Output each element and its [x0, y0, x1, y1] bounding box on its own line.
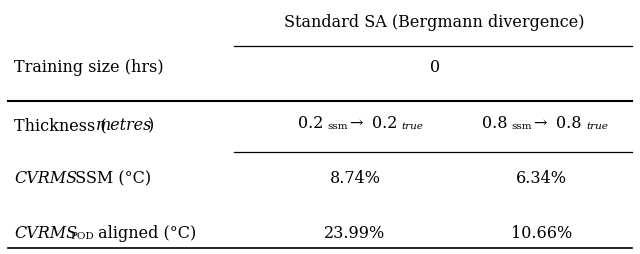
Text: ): )	[148, 117, 154, 134]
Text: Standard SA (Bergmann divergence): Standard SA (Bergmann divergence)	[284, 14, 585, 31]
Text: 0.2: 0.2	[298, 115, 323, 131]
Text: 10.66%: 10.66%	[511, 224, 572, 241]
Text: 8.74%: 8.74%	[330, 170, 381, 187]
Text: aligned (°C): aligned (°C)	[93, 224, 196, 241]
Text: →: →	[349, 115, 362, 131]
Text: true: true	[401, 122, 424, 131]
Text: POD: POD	[70, 231, 94, 240]
Text: Thickness (: Thickness (	[14, 117, 107, 134]
Text: 0: 0	[429, 59, 440, 76]
Text: ssm: ssm	[327, 122, 348, 131]
Text: SSM (°C): SSM (°C)	[70, 170, 151, 187]
Text: 0.2: 0.2	[372, 115, 397, 131]
Text: Training size (hrs): Training size (hrs)	[14, 59, 164, 76]
Text: CVRMS: CVRMS	[14, 224, 77, 241]
Text: 0.8: 0.8	[483, 115, 508, 131]
Text: true: true	[586, 122, 608, 131]
Text: 23.99%: 23.99%	[324, 224, 386, 241]
Text: ssm: ssm	[512, 122, 532, 131]
Text: 0.8: 0.8	[556, 115, 582, 131]
Text: CVRMS: CVRMS	[14, 170, 77, 187]
Text: metres: metres	[96, 117, 152, 134]
Text: 6.34%: 6.34%	[516, 170, 567, 187]
Text: →: →	[534, 115, 547, 131]
